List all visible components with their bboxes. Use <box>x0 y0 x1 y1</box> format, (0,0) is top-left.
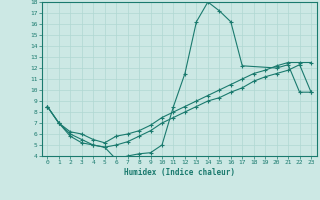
X-axis label: Humidex (Indice chaleur): Humidex (Indice chaleur) <box>124 168 235 177</box>
